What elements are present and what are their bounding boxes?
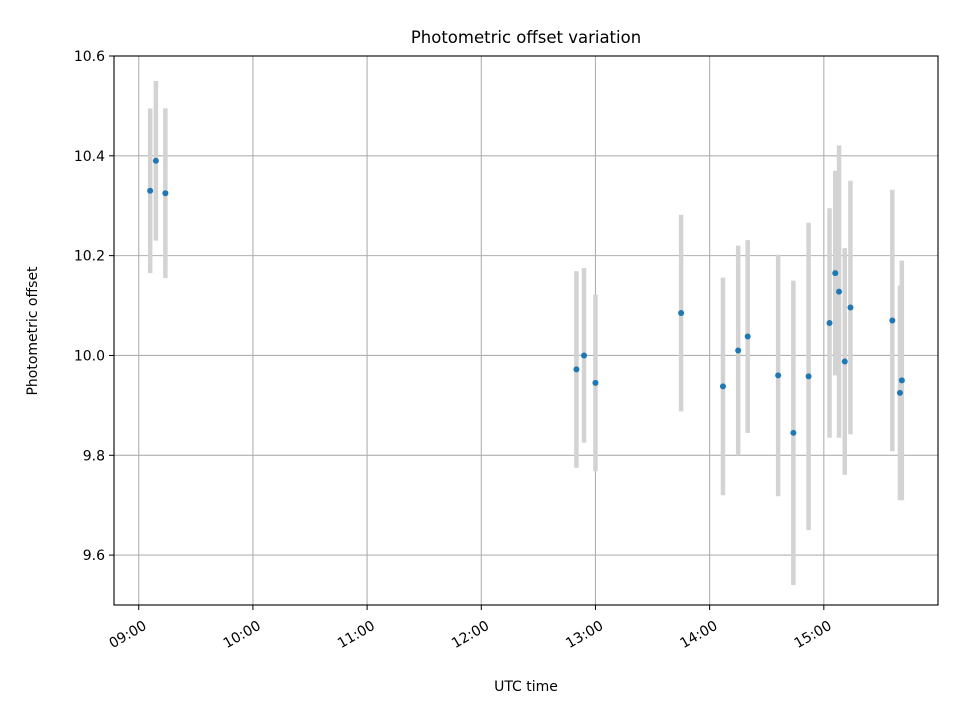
data-point — [832, 270, 839, 277]
y-axis-label: Photometric offset — [25, 266, 41, 396]
data-point — [162, 190, 169, 197]
data-point — [581, 352, 588, 359]
data-point — [147, 187, 154, 194]
data-point — [898, 377, 905, 384]
data-point — [573, 366, 580, 373]
data-point — [790, 429, 797, 436]
y-tick-label: 10.0 — [74, 348, 105, 364]
plot-frame — [113, 55, 939, 606]
data-point — [735, 347, 742, 354]
data-point — [678, 310, 685, 317]
y-axis-ticks: 9.6 9.8 10.0 10.2 10.4 10.6 — [74, 49, 114, 564]
data-point — [847, 304, 854, 311]
data-point — [836, 288, 843, 295]
data-point — [152, 157, 159, 164]
data-point — [592, 379, 599, 386]
x-axis-label: UTC time — [494, 679, 558, 695]
data-point — [826, 320, 833, 327]
data-point — [775, 372, 782, 379]
data-point — [896, 389, 903, 396]
data-point — [805, 373, 812, 380]
data-point — [719, 383, 726, 390]
data-points — [147, 157, 905, 436]
data-point — [889, 317, 896, 324]
y-tick-label: 10.6 — [74, 49, 105, 65]
data-point — [841, 358, 848, 365]
y-tick-label: 9.8 — [83, 448, 105, 464]
y-tick-label: 10.2 — [74, 249, 105, 265]
chart-title: Photometric offset variation — [411, 28, 641, 47]
y-tick-label: 10.4 — [74, 149, 105, 165]
y-tick-label: 9.6 — [83, 548, 105, 564]
data-point — [744, 333, 751, 340]
